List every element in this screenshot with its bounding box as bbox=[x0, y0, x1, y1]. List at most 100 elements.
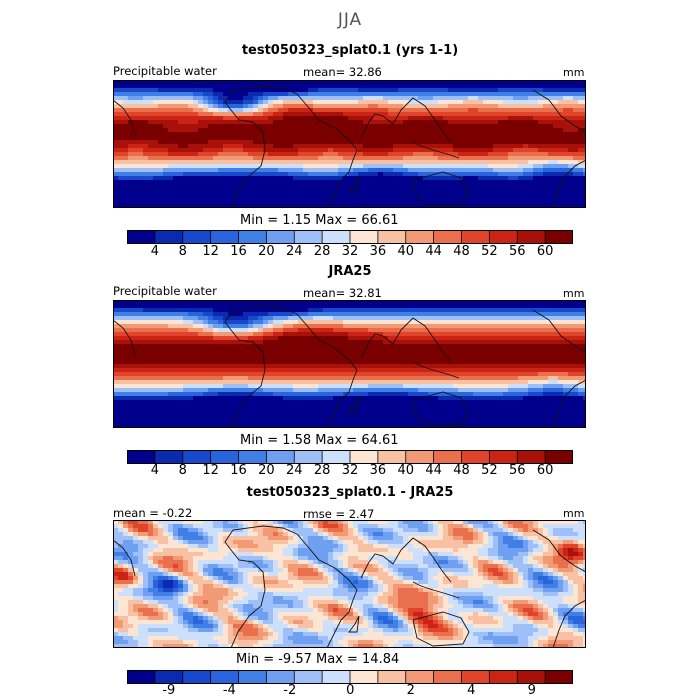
panel3-colorbar-swatch bbox=[433, 670, 462, 684]
panel2-colorbar-swatch bbox=[405, 450, 435, 464]
panel1-colorbar-swatch bbox=[127, 230, 156, 244]
panel3-map-coastline bbox=[360, 537, 452, 583]
panel1-map-coastline bbox=[224, 85, 358, 208]
panel2-colorbar-swatch bbox=[210, 450, 239, 464]
panel1-map-coastline bbox=[532, 89, 586, 133]
panel1-colorbar-swatch bbox=[461, 230, 490, 244]
panel2-variable-label: Precipitable water bbox=[113, 284, 217, 298]
panel2-colorbar-swatch bbox=[322, 450, 351, 464]
panel1-colorbar-swatch bbox=[350, 230, 379, 244]
panel3-colorbar-swatch bbox=[461, 670, 490, 684]
panel1-colorbar-tick-label: 8 bbox=[178, 244, 187, 259]
panel1-colorbar-tick-label: 4 bbox=[150, 244, 160, 259]
panel3-colorbar-tick-label: 2 bbox=[406, 683, 415, 698]
panel2-colorbar-swatch bbox=[517, 450, 546, 464]
panel1-map-coastline bbox=[360, 97, 452, 143]
panel2-map-coastline bbox=[360, 317, 452, 363]
panel2-colorbar-swatch bbox=[545, 450, 573, 464]
panel2-colorbar-swatch bbox=[182, 450, 212, 464]
panel1-colorbar-tick-label: 28 bbox=[313, 244, 331, 259]
panel1-colorbar-swatch bbox=[405, 230, 435, 244]
panel1-colorbar-tick-label: 12 bbox=[202, 244, 219, 259]
panel2-colorbar-swatch bbox=[294, 450, 323, 464]
panel3-colorbar-swatch bbox=[238, 670, 267, 684]
panel3-colorbar-tick-label: -9 bbox=[162, 683, 176, 698]
panel3-colorbar-tick-label: 4 bbox=[467, 683, 476, 698]
panel1-colorbar-tick-label: 20 bbox=[258, 244, 275, 259]
panel3-colorbar-swatch bbox=[154, 670, 184, 684]
panel3-colorbar-swatch bbox=[405, 670, 435, 684]
panel3-map-coastline bbox=[532, 529, 586, 573]
panel1-colorbar-tick-label: 24 bbox=[285, 244, 303, 259]
panel1-colorbar-tick-label: 32 bbox=[341, 244, 359, 259]
panel3-colorbar-swatch bbox=[182, 670, 212, 684]
panel1-unit-label: mm bbox=[563, 66, 585, 79]
panel1-colorbar-tick-label: 52 bbox=[481, 244, 498, 259]
panel1-title: test050323_splat0.1 (yrs 1-1) bbox=[241, 43, 459, 58]
panel1-colorbar-tick-label: 56 bbox=[508, 244, 526, 259]
panel3-map-coastline bbox=[224, 525, 358, 648]
panel2-colorbar-tick-label: 12 bbox=[202, 463, 219, 478]
panel3-colorbar-tick-label: -2 bbox=[283, 683, 297, 698]
panel2-colorbar-swatch bbox=[489, 450, 518, 464]
panel1-colorbar-swatch bbox=[489, 230, 518, 244]
panel2-map bbox=[113, 300, 586, 428]
panel3-map-coastline bbox=[348, 615, 360, 633]
panel1-colorbar-swatch bbox=[517, 230, 546, 244]
panel2-map-coastline bbox=[412, 391, 470, 427]
panel1-colorbar-swatch bbox=[433, 230, 462, 244]
panel1-colorbar-swatch bbox=[377, 230, 407, 244]
panel3-map-coastline bbox=[412, 611, 470, 647]
panel1-colorbar-swatch bbox=[238, 230, 267, 244]
panel3-colorbar-swatch bbox=[266, 670, 295, 684]
panel1-colorbar-swatch bbox=[266, 230, 295, 244]
panel1-map-coastline bbox=[348, 175, 360, 193]
panel2-map-coastline bbox=[532, 309, 586, 353]
panel2-mean-label: mean= 32.81 bbox=[303, 286, 382, 300]
panel1-variable-label: Precipitable water bbox=[113, 64, 217, 78]
panel2-colorbar-tick-label: 4 bbox=[150, 463, 160, 478]
panel3-colorbar-swatch bbox=[294, 670, 323, 684]
panel1-min-max: Min = 1.15 Max = 66.61 bbox=[240, 213, 399, 228]
panel2-colorbar-swatch bbox=[377, 450, 407, 464]
panel2-colorbar-tick-label: 48 bbox=[453, 463, 470, 478]
panel2-colorbar bbox=[127, 450, 573, 464]
panel3-colorbar-swatch bbox=[322, 670, 351, 684]
panel2-colorbar-tick-label: 36 bbox=[369, 463, 387, 478]
season-title: JJA bbox=[337, 10, 363, 30]
panel1-map-coastline bbox=[412, 171, 470, 207]
panel1-colorbar-tick-label: 40 bbox=[397, 244, 415, 259]
panel2-colorbar-tick-label: 24 bbox=[285, 463, 303, 478]
panel2-colorbar-tick-label: 32 bbox=[341, 463, 359, 478]
panel3-colorbar-swatch bbox=[377, 670, 407, 684]
panel2-min-max: Min = 1.58 Max = 64.61 bbox=[240, 433, 399, 448]
panel3-map-coastline bbox=[113, 539, 136, 577]
panel1-colorbar-tick-label: 44 bbox=[425, 244, 442, 259]
panel1-colorbar-tick-label: 48 bbox=[453, 244, 470, 259]
panel3-colorbar-swatch bbox=[545, 670, 573, 684]
panel3-unit-label: mm bbox=[563, 507, 585, 520]
panel1-map-coastline bbox=[113, 99, 136, 137]
panel3-colorbar-swatch bbox=[517, 670, 546, 684]
panel3-colorbar-tick-label: -4 bbox=[222, 683, 236, 698]
panel2-colorbar-swatch bbox=[127, 450, 156, 464]
panel2-map-coastline bbox=[113, 319, 136, 357]
panel3-colorbar-swatch bbox=[489, 670, 518, 684]
panel3-mean-label: mean = -0.22 bbox=[113, 506, 193, 520]
panel2-colorbar-tick-label: 40 bbox=[397, 463, 415, 478]
panel2-colorbar-tick-label: 52 bbox=[481, 463, 498, 478]
panel2-colorbar-tick-label: 8 bbox=[178, 463, 187, 478]
panel3-min-max: Min = -9.57 Max = 14.84 bbox=[236, 652, 400, 667]
panel2-colorbar-tick-label: 56 bbox=[508, 463, 526, 478]
panel2-colorbar-tick-label: 20 bbox=[258, 463, 275, 478]
panel2-map-coastline bbox=[348, 395, 360, 413]
panel2-map-coastline bbox=[552, 379, 586, 428]
panel2-map-coastline bbox=[412, 361, 460, 379]
panel3-map bbox=[113, 520, 586, 648]
panel2-colorbar-tick-label: 28 bbox=[313, 463, 331, 478]
panel3-map-coastline bbox=[412, 581, 460, 599]
panel1-map bbox=[113, 80, 586, 208]
panel1-mean-label: mean= 32.86 bbox=[303, 65, 382, 79]
panel2-colorbar-tick-label: 44 bbox=[425, 463, 442, 478]
panel3-map-coastline bbox=[552, 599, 586, 648]
